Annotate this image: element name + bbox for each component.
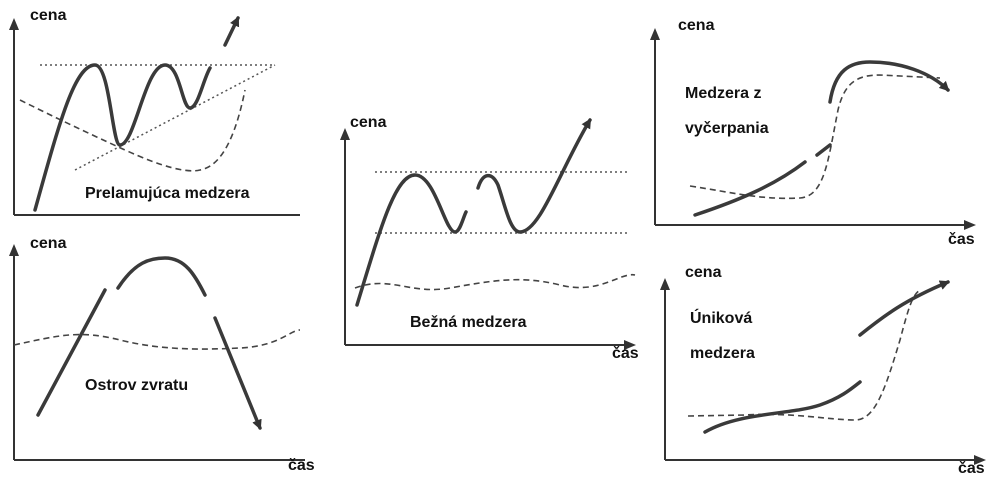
arrow (974, 455, 986, 465)
price (693, 160, 807, 217)
axes (344, 132, 632, 346)
x-label: čas (958, 460, 985, 477)
arrow (340, 128, 350, 140)
axes (654, 32, 972, 226)
price (703, 380, 862, 434)
volume (689, 74, 941, 200)
arrow (660, 278, 670, 290)
y-label: cena (678, 17, 715, 34)
price-arrow (223, 16, 240, 47)
y-label: cena (350, 114, 387, 131)
y-label: cena (30, 235, 67, 252)
support-lines (40, 64, 276, 171)
panel-exhaustion: cena čas Medzera z vyčerpania (650, 17, 976, 248)
arrow (650, 28, 660, 40)
volume (13, 329, 301, 350)
y-label: cena (30, 7, 67, 24)
title: vyčerpania (685, 120, 769, 137)
axes (13, 22, 300, 216)
price (213, 316, 262, 430)
price (116, 256, 207, 297)
axes (13, 248, 305, 461)
x-label: čas (948, 231, 975, 248)
title: Ostrov zvratu (85, 377, 188, 394)
price (36, 288, 107, 417)
panel-island: cena čas Ostrov zvratu (9, 235, 315, 474)
arrow (964, 220, 976, 230)
price (815, 143, 832, 157)
volume (19, 89, 246, 172)
arrow (624, 340, 636, 350)
volume (354, 274, 636, 291)
panel-runaway: cena čas Úniková medzera (660, 264, 986, 477)
x-label: čas (288, 457, 315, 474)
panel-common: cena čas Bežná medzera (340, 114, 639, 362)
price (33, 63, 212, 212)
price (828, 60, 950, 104)
price (355, 173, 468, 307)
volume (687, 289, 921, 421)
arrow (9, 18, 19, 30)
x-label: čas (612, 345, 639, 362)
arrow (9, 244, 19, 256)
title: medzera (690, 345, 755, 362)
price (858, 280, 950, 337)
title: Prelamujúca medzera (85, 185, 250, 202)
price (476, 118, 592, 234)
axes (664, 282, 982, 461)
y-label: cena (685, 264, 722, 281)
panel-breakaway: cena Prelamujúca medzera (9, 7, 300, 216)
title: Úniková (690, 308, 752, 327)
title: Medzera z (685, 85, 761, 102)
title: Bežná medzera (410, 314, 527, 331)
